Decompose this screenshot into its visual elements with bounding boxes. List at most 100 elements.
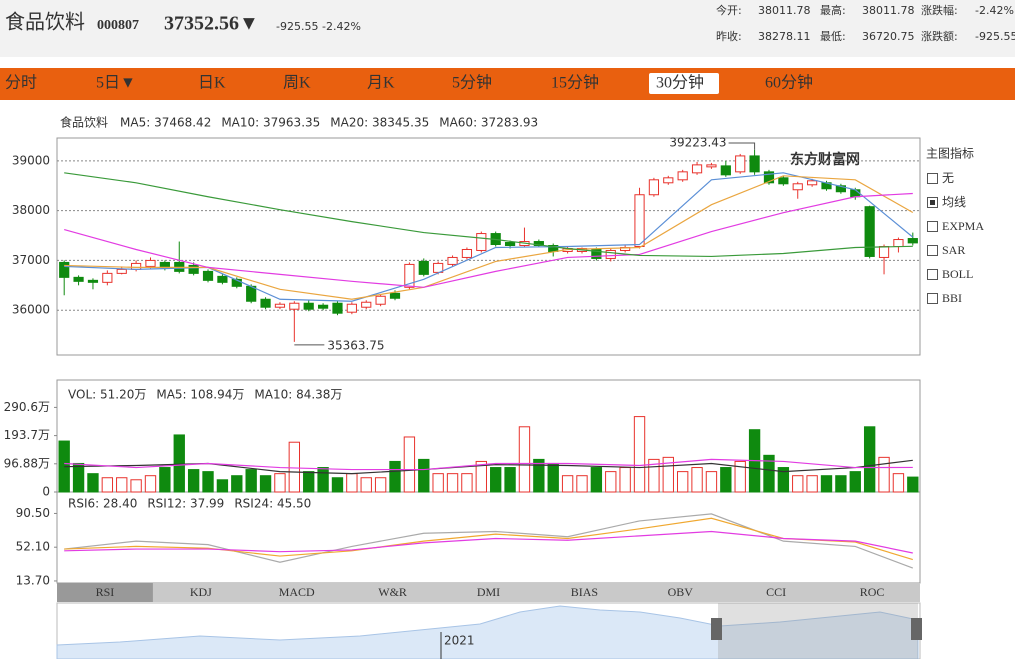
indicator-option[interactable]: 均线: [942, 195, 966, 209]
tab[interactable]: 5分钟: [452, 74, 492, 92]
volume-bar: [720, 467, 732, 493]
stat-value: 38278.11: [758, 30, 811, 43]
index-change: -925.55: [276, 20, 318, 33]
tab[interactable]: 30分钟: [656, 74, 704, 92]
y-tick-label: 90.50: [16, 506, 50, 520]
candle-body: [447, 256, 458, 265]
bottom-tab[interactable]: W&R: [378, 585, 407, 599]
navigator-handle[interactable]: [711, 618, 722, 640]
volume-bar: [561, 475, 574, 493]
indicator-line: [64, 530, 913, 554]
volume-bar: [187, 469, 200, 493]
bottom-tab[interactable]: DMI: [477, 585, 500, 599]
checkbox[interactable]: [927, 173, 938, 184]
candle-body: [418, 260, 429, 275]
low-label: 35363.75: [327, 338, 384, 352]
candle-body: [691, 164, 703, 174]
tab[interactable]: 分时: [5, 74, 37, 92]
bottom-tab[interactable]: CCI: [766, 585, 786, 599]
volume-bar: [389, 460, 401, 493]
index-percent: -2.42%: [322, 20, 361, 33]
navigator-window[interactable]: [718, 603, 918, 659]
volume-bar: [576, 475, 588, 493]
volume-bar: [892, 473, 905, 493]
bottom-tab-selected[interactable]: [57, 583, 153, 602]
indicator-line: [64, 175, 914, 300]
watermark: 东方财富网: [790, 151, 860, 168]
candle-body: [648, 179, 660, 196]
checkbox[interactable]: [927, 245, 938, 256]
high-label: 39223.43: [669, 136, 726, 150]
candle-body: [332, 302, 343, 314]
bottom-tab[interactable]: MACD: [279, 585, 315, 599]
legend-title: 食品饮料: [60, 115, 108, 130]
volume-bar: [504, 467, 516, 493]
bottom-tab[interactable]: RSI: [96, 585, 115, 599]
volume-bar: [633, 416, 646, 493]
volume-bar: [259, 475, 272, 493]
indicator-option[interactable]: BOLL: [942, 267, 973, 281]
volume-bar: [245, 469, 257, 493]
checkbox[interactable]: [927, 293, 938, 304]
tab[interactable]: 日K: [198, 75, 226, 92]
tab[interactable]: 5日▼: [96, 75, 136, 92]
legend-entry: RSI6: 28.40: [68, 497, 137, 511]
tab[interactable]: 月K: [367, 75, 395, 92]
y-tick-label: 39000: [12, 153, 50, 167]
candle-body: [116, 268, 127, 274]
volume-bar: [159, 467, 171, 493]
candle-body: [87, 279, 99, 283]
volume-bar: [274, 473, 286, 493]
indicator-title: 主图指标: [926, 146, 974, 161]
candle-body: [605, 249, 616, 259]
checkbox[interactable]: [927, 221, 938, 232]
candle-body: [131, 262, 142, 270]
volume-bar: [907, 476, 919, 493]
volume-bar: [446, 473, 459, 493]
volume-bar: [619, 467, 631, 493]
volume-bar: [490, 467, 502, 493]
candle-body: [217, 275, 228, 283]
index-code: 000807: [97, 18, 139, 33]
volume-bar: [72, 462, 85, 493]
indicator-option[interactable]: BBI: [942, 291, 962, 305]
indicator-option[interactable]: 无: [942, 171, 954, 185]
candle-body: [274, 303, 286, 308]
volume-bar: [432, 473, 444, 493]
volume-bar: [605, 471, 617, 493]
volume-bar: [792, 475, 804, 493]
indicator-option[interactable]: SAR: [942, 243, 965, 257]
navigator-handle[interactable]: [911, 618, 922, 640]
bottom-tab[interactable]: BIAS: [571, 585, 598, 599]
volume-bar: [662, 456, 674, 493]
indicator-option[interactable]: EXPMA: [942, 219, 984, 233]
navigator-label: 2021: [444, 634, 475, 648]
candle-body: [893, 239, 904, 247]
legend-entry: RSI12: 37.99: [147, 497, 224, 511]
checkbox-mark[interactable]: [930, 200, 935, 205]
stat-value: 38011.78: [862, 4, 915, 17]
tab[interactable]: 15分钟: [551, 74, 599, 92]
candle-body: [735, 155, 746, 173]
tab[interactable]: 60分钟: [765, 74, 813, 92]
volume-bar: [202, 471, 214, 493]
tab-selected-bg[interactable]: [649, 73, 719, 94]
checkbox[interactable]: [927, 269, 938, 280]
legend-entry: MA20: 38345.35: [330, 116, 429, 130]
volume-bar: [87, 473, 99, 493]
candle-body: [591, 248, 602, 259]
bottom-tab[interactable]: ROC: [860, 585, 885, 599]
candle-body: [778, 177, 789, 185]
high-arrow: [728, 142, 756, 150]
candle-body: [850, 189, 861, 198]
volume-bar: [547, 462, 559, 493]
bottom-tab[interactable]: KDJ: [190, 585, 212, 599]
volume-bar: [777, 467, 790, 493]
candle-body: [202, 270, 214, 281]
bottom-tab[interactable]: OBV: [668, 585, 694, 599]
tab[interactable]: 周K: [283, 75, 311, 92]
y-tick-label: 13.70: [16, 573, 50, 587]
candle-body: [145, 259, 156, 267]
candle-body: [404, 263, 415, 288]
main-frame: [56, 137, 921, 356]
